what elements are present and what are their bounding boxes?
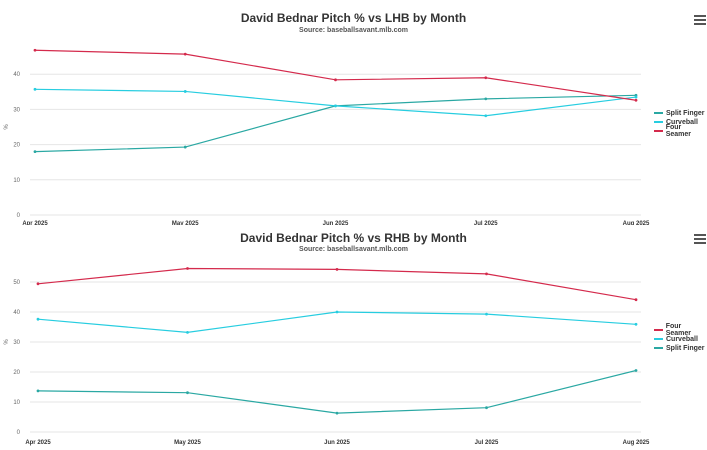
data-point [484,76,488,80]
data-point [33,150,37,154]
data-point [33,48,37,52]
data-point [36,282,40,286]
legend-item[interactable]: Four Seamer [654,323,707,337]
chart-subtitle: Source: baseballsavant.mlb.com [299,27,408,34]
legend-swatch [654,121,663,123]
series-line [34,49,637,101]
data-point [634,298,638,302]
data-point [485,272,488,276]
data-point [485,312,488,316]
y-tick-label: 10 [13,400,20,406]
hamburger-menu-icon[interactable] [694,15,706,25]
data-point [335,268,339,271]
y-tick-label: 30 [13,340,20,346]
legend-swatch [654,347,663,349]
legend-item[interactable]: Curveball [654,335,707,343]
y-tick-label: 10 [13,178,20,184]
series-line [37,267,637,301]
data-point [33,87,37,91]
data-point [186,331,189,334]
y-axis-title: % [4,339,10,345]
x-tick-label: Aug 2025 [623,221,650,225]
x-tick-label: Aug 2025 [623,440,650,446]
chart-legend: Split Finger Curveball Four Seamer [654,109,707,138]
data-point [485,406,488,410]
series-line [37,311,637,334]
chart-plot: 0 10 20 30 40% Apr 2025 May 2025 Jun 2025 Jul 20… [4,48,650,225]
series-line [34,88,637,117]
data-point [634,95,638,99]
data-point [335,310,339,314]
data-point [634,98,638,102]
hamburger-menu-icon[interactable] [694,234,706,244]
y-tick-label: 0 [17,430,21,436]
legend-label: Four Seamer [665,323,691,337]
series-line [37,369,637,414]
y-tick-label: 50 [13,280,20,286]
x-tick-label: Jul 2025 [475,440,499,446]
data-point [183,145,187,149]
chart-lhb: David Bednar Pitch % vs LHB by Month Sou… [4,11,707,225]
y-tick-label: 30 [13,107,20,113]
data-point [334,104,337,108]
legend-item[interactable]: Split Finger [654,344,707,352]
x-tick-label: Jul 2025 [474,221,498,225]
chart-subtitle: Source: baseballsavant.mlb.com [299,246,408,253]
x-tick-label: Apr 2025 [22,221,48,225]
y-tick-label: 20 [13,370,20,376]
y-tick-label: 20 [13,143,20,149]
data-point [186,267,189,270]
y-tick-label: 40 [13,72,20,78]
data-point [334,78,337,82]
data-point [183,52,187,56]
y-tick-label: 0 [17,213,21,219]
data-point [484,114,488,118]
chart-title: David Bednar Pitch % vs RHB by Month [240,231,467,245]
legend-label: Four Seamer [665,124,691,138]
chart-plot: 0 10 20 30 40 50% Apr 2025 May 2025 Jun 2025 Jul … [4,267,650,446]
x-tick-label: May 2025 [172,221,199,225]
legend-item[interactable]: Four Seamer [654,124,707,138]
data-point [634,369,638,372]
data-point [36,389,40,393]
series-line [34,94,637,153]
legend-label: Curveball [666,118,698,126]
chart-title: David Bednar Pitch % vs LHB by Month [240,11,467,25]
data-point [634,322,638,326]
data-point [183,90,187,93]
y-axis-title: % [4,124,10,130]
legend-item[interactable]: Split Finger [654,109,707,117]
legend-swatch [654,130,663,132]
data-point [335,411,339,415]
x-tick-label: Jun 2025 [323,221,349,225]
legend-label: Split Finger [666,344,705,352]
data-point [36,317,40,321]
data-point [484,97,488,101]
legend-swatch [654,112,663,114]
x-tick-label: May 2025 [174,440,201,446]
data-point [186,391,189,395]
legend-swatch [654,338,663,340]
chart-rhb: David Bednar Pitch % vs RHB by Month Sou… [0,225,707,450]
legend-swatch [654,329,663,331]
legend-item[interactable]: Curveball [654,118,707,126]
legend-label: Curveball [666,335,698,343]
x-tick-label: Apr 2025 [25,440,51,446]
chart-legend: Four Seamer Curveball Split Finger [654,323,707,353]
y-tick-label: 40 [13,310,20,316]
legend-label: Split Finger [666,109,705,117]
x-tick-label: Jun 2025 [324,440,350,446]
